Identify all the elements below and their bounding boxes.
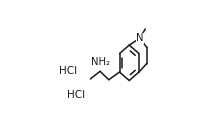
Text: HCl: HCl	[67, 90, 85, 100]
Text: HCl: HCl	[59, 65, 78, 76]
Text: NH₂: NH₂	[90, 57, 110, 67]
Text: N: N	[136, 33, 144, 43]
